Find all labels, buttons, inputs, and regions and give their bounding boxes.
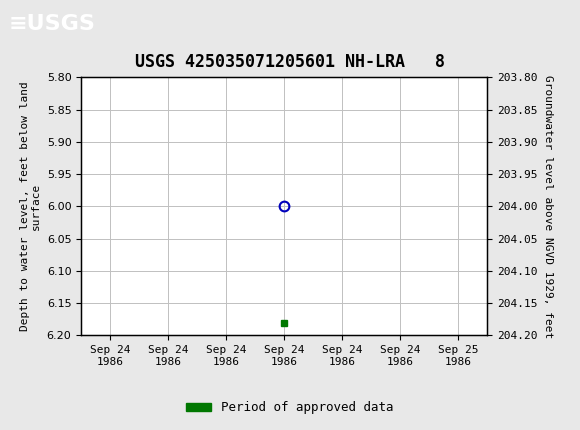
Y-axis label: Groundwater level above NGVD 1929, feet: Groundwater level above NGVD 1929, feet — [543, 75, 553, 338]
Text: ≡USGS: ≡USGS — [9, 14, 96, 34]
Y-axis label: Depth to water level, feet below land
surface: Depth to water level, feet below land su… — [20, 82, 41, 331]
Legend: Period of approved data: Period of approved data — [181, 396, 399, 419]
Text: USGS 425035071205601 NH-LRA   8: USGS 425035071205601 NH-LRA 8 — [135, 53, 445, 71]
